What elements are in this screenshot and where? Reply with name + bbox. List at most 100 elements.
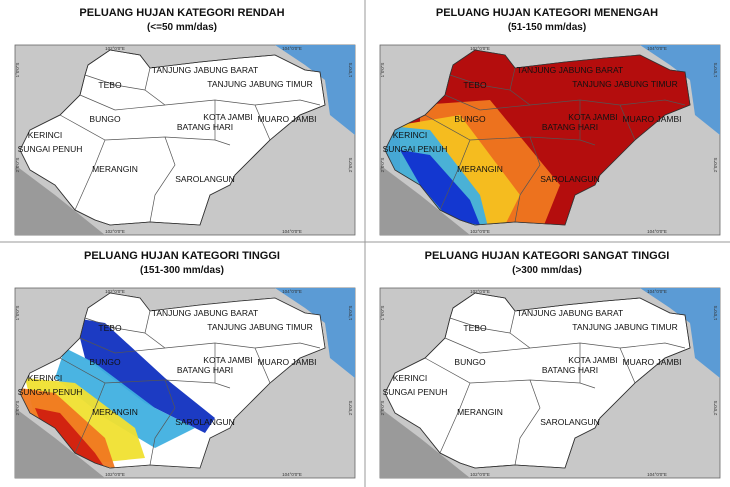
- region-label: KOTA JAMBI: [203, 355, 252, 365]
- map-panel: PELUANG HUJAN KATEGORI MENENGAH (51-150 m…: [379, 7, 721, 236]
- province-outline: [384, 49, 691, 226]
- district-boundary: [84, 317, 146, 334]
- province-outline: [384, 292, 691, 469]
- region-label: TANJUNG JABUNG BARAT: [517, 308, 623, 318]
- region-label: TANJUNG JABUNG BARAT: [152, 65, 258, 75]
- region-label: SAROLANGUN: [540, 417, 600, 427]
- rainfall-zone: [35, 408, 105, 468]
- region-label: KOTA JAMBI: [203, 112, 252, 122]
- region-label: BATANG HARI: [542, 122, 598, 132]
- latitude-label: 1°0'0"S: [380, 63, 385, 78]
- district-boundary: [439, 139, 471, 211]
- district-boundary: [149, 136, 176, 223]
- region-label: SUNGAI PENUH: [383, 144, 448, 154]
- panel-subtitle: (51-150 mm/das): [508, 22, 586, 33]
- latitude-label: 1°0'0"S: [713, 306, 718, 321]
- panel-title: PELUANG HUJAN KATEGORI TINGGI: [84, 250, 280, 262]
- sea: [275, 288, 355, 378]
- region-label: SUNGAI PENUH: [18, 387, 83, 397]
- region-label: MUARO JAMBI: [257, 114, 316, 124]
- district-boundary: [254, 347, 271, 384]
- longitude-label: 104°0'0"E: [647, 472, 667, 477]
- longitude-label: 102°0'0"E: [105, 289, 125, 294]
- region-label: TANJUNG JABUNG BARAT: [152, 308, 258, 318]
- region-label: TEBO: [463, 80, 487, 90]
- district-boundary: [79, 337, 166, 354]
- map-panel: PELUANG HUJAN KATEGORI TINGGI (151-300 mm…: [14, 250, 356, 479]
- map-frame: TANJUNG JABUNG BARAT TANJUNG JABUNG TIMUR…: [14, 44, 356, 236]
- district-boundary: [444, 94, 531, 111]
- latitude-label: 2°0'0"S: [713, 158, 718, 173]
- region-label: KOTA JAMBI: [568, 112, 617, 122]
- region-label: TEBO: [463, 323, 487, 333]
- longitude-label: 104°0'0"E: [282, 289, 302, 294]
- region-label: TANJUNG JABUNG TIMUR: [572, 322, 677, 332]
- district-boundary: [514, 379, 541, 466]
- district-boundary: [619, 342, 686, 349]
- longitude-label: 104°0'0"E: [647, 229, 667, 234]
- region-label: MERANGIN: [92, 407, 138, 417]
- region-label: BUNGO: [454, 357, 486, 367]
- district-boundary: [619, 99, 686, 106]
- district-boundary: [514, 136, 541, 223]
- latitude-label: 1°0'0"S: [348, 63, 353, 78]
- longitude-label: 104°0'0"E: [282, 229, 302, 234]
- district-boundary: [254, 342, 321, 349]
- region-label: BUNGO: [89, 357, 121, 367]
- region-label: MUARO JAMBI: [622, 114, 681, 124]
- district-boundary: [449, 317, 511, 334]
- region-label: SAROLANGUN: [175, 417, 235, 427]
- longitude-label: 104°0'0"E: [647, 46, 667, 51]
- district-boundary: [79, 94, 166, 111]
- region-label: MERANGIN: [457, 164, 503, 174]
- district-boundary: [439, 382, 471, 454]
- longitude-label: 102°0'0"E: [105, 472, 125, 477]
- region-label: SUNGAI PENUH: [383, 387, 448, 397]
- region-label: TANJUNG JABUNG TIMUR: [572, 79, 677, 89]
- sea: [275, 45, 355, 135]
- latitude-label: 1°0'0"S: [15, 306, 20, 321]
- rainfall-zone: [55, 348, 195, 448]
- province-outline: [19, 49, 326, 226]
- sea: [640, 45, 720, 135]
- latitude-label: 1°0'0"S: [348, 306, 353, 321]
- longitude-label: 102°0'0"E: [470, 46, 490, 51]
- hill-shade: [15, 165, 105, 235]
- longitude-label: 102°0'0"E: [470, 472, 490, 477]
- map-panel: PELUANG HUJAN KATEGORI SANGAT TINGGI (>30…: [379, 250, 721, 479]
- hill-shade: [15, 408, 105, 478]
- map-frame: TANJUNG JABUNG BARAT TANJUNG JABUNG TIMUR…: [14, 287, 356, 479]
- latitude-label: 2°0'0"S: [380, 401, 385, 416]
- latitude-label: 1°0'0"S: [713, 63, 718, 78]
- district-boundary: [449, 74, 511, 91]
- district-boundary: [254, 99, 321, 106]
- region-label: MUARO JAMBI: [257, 357, 316, 367]
- region-label: BUNGO: [89, 114, 121, 124]
- district-boundary: [74, 382, 106, 454]
- panel-subtitle: (<=50 mm/das): [147, 22, 217, 33]
- district-boundary: [74, 139, 106, 211]
- panel-subtitle: (151-300 mm/das): [140, 265, 224, 276]
- panel-title: PELUANG HUJAN KATEGORI MENENGAH: [436, 7, 658, 19]
- region-label: KERINCI: [28, 373, 62, 383]
- latitude-label: 2°0'0"S: [380, 158, 385, 173]
- longitude-label: 102°0'0"E: [105, 229, 125, 234]
- panel-subtitle: (>300 mm/das): [512, 265, 582, 276]
- region-label: BATANG HARI: [177, 365, 233, 375]
- latitude-label: 2°0'0"S: [713, 401, 718, 416]
- latitude-label: 2°0'0"S: [15, 401, 20, 416]
- hill-shade: [380, 165, 470, 235]
- latitude-label: 2°0'0"S: [15, 158, 20, 173]
- region-label: SAROLANGUN: [175, 174, 235, 184]
- longitude-label: 104°0'0"E: [282, 46, 302, 51]
- longitude-label: 104°0'0"E: [282, 472, 302, 477]
- district-boundary: [619, 347, 636, 384]
- panel-title: PELUANG HUJAN KATEGORI SANGAT TINGGI: [425, 250, 670, 262]
- region-label: KERINCI: [393, 130, 427, 140]
- map-frame: TANJUNG JABUNG BARAT TANJUNG JABUNG TIMUR…: [379, 287, 721, 479]
- region-label: BUNGO: [454, 114, 486, 124]
- region-label: KERINCI: [393, 373, 427, 383]
- map-frame: TANJUNG JABUNG BARAT TANJUNG JABUNG TIMUR…: [379, 44, 721, 236]
- latitude-label: 1°0'0"S: [15, 63, 20, 78]
